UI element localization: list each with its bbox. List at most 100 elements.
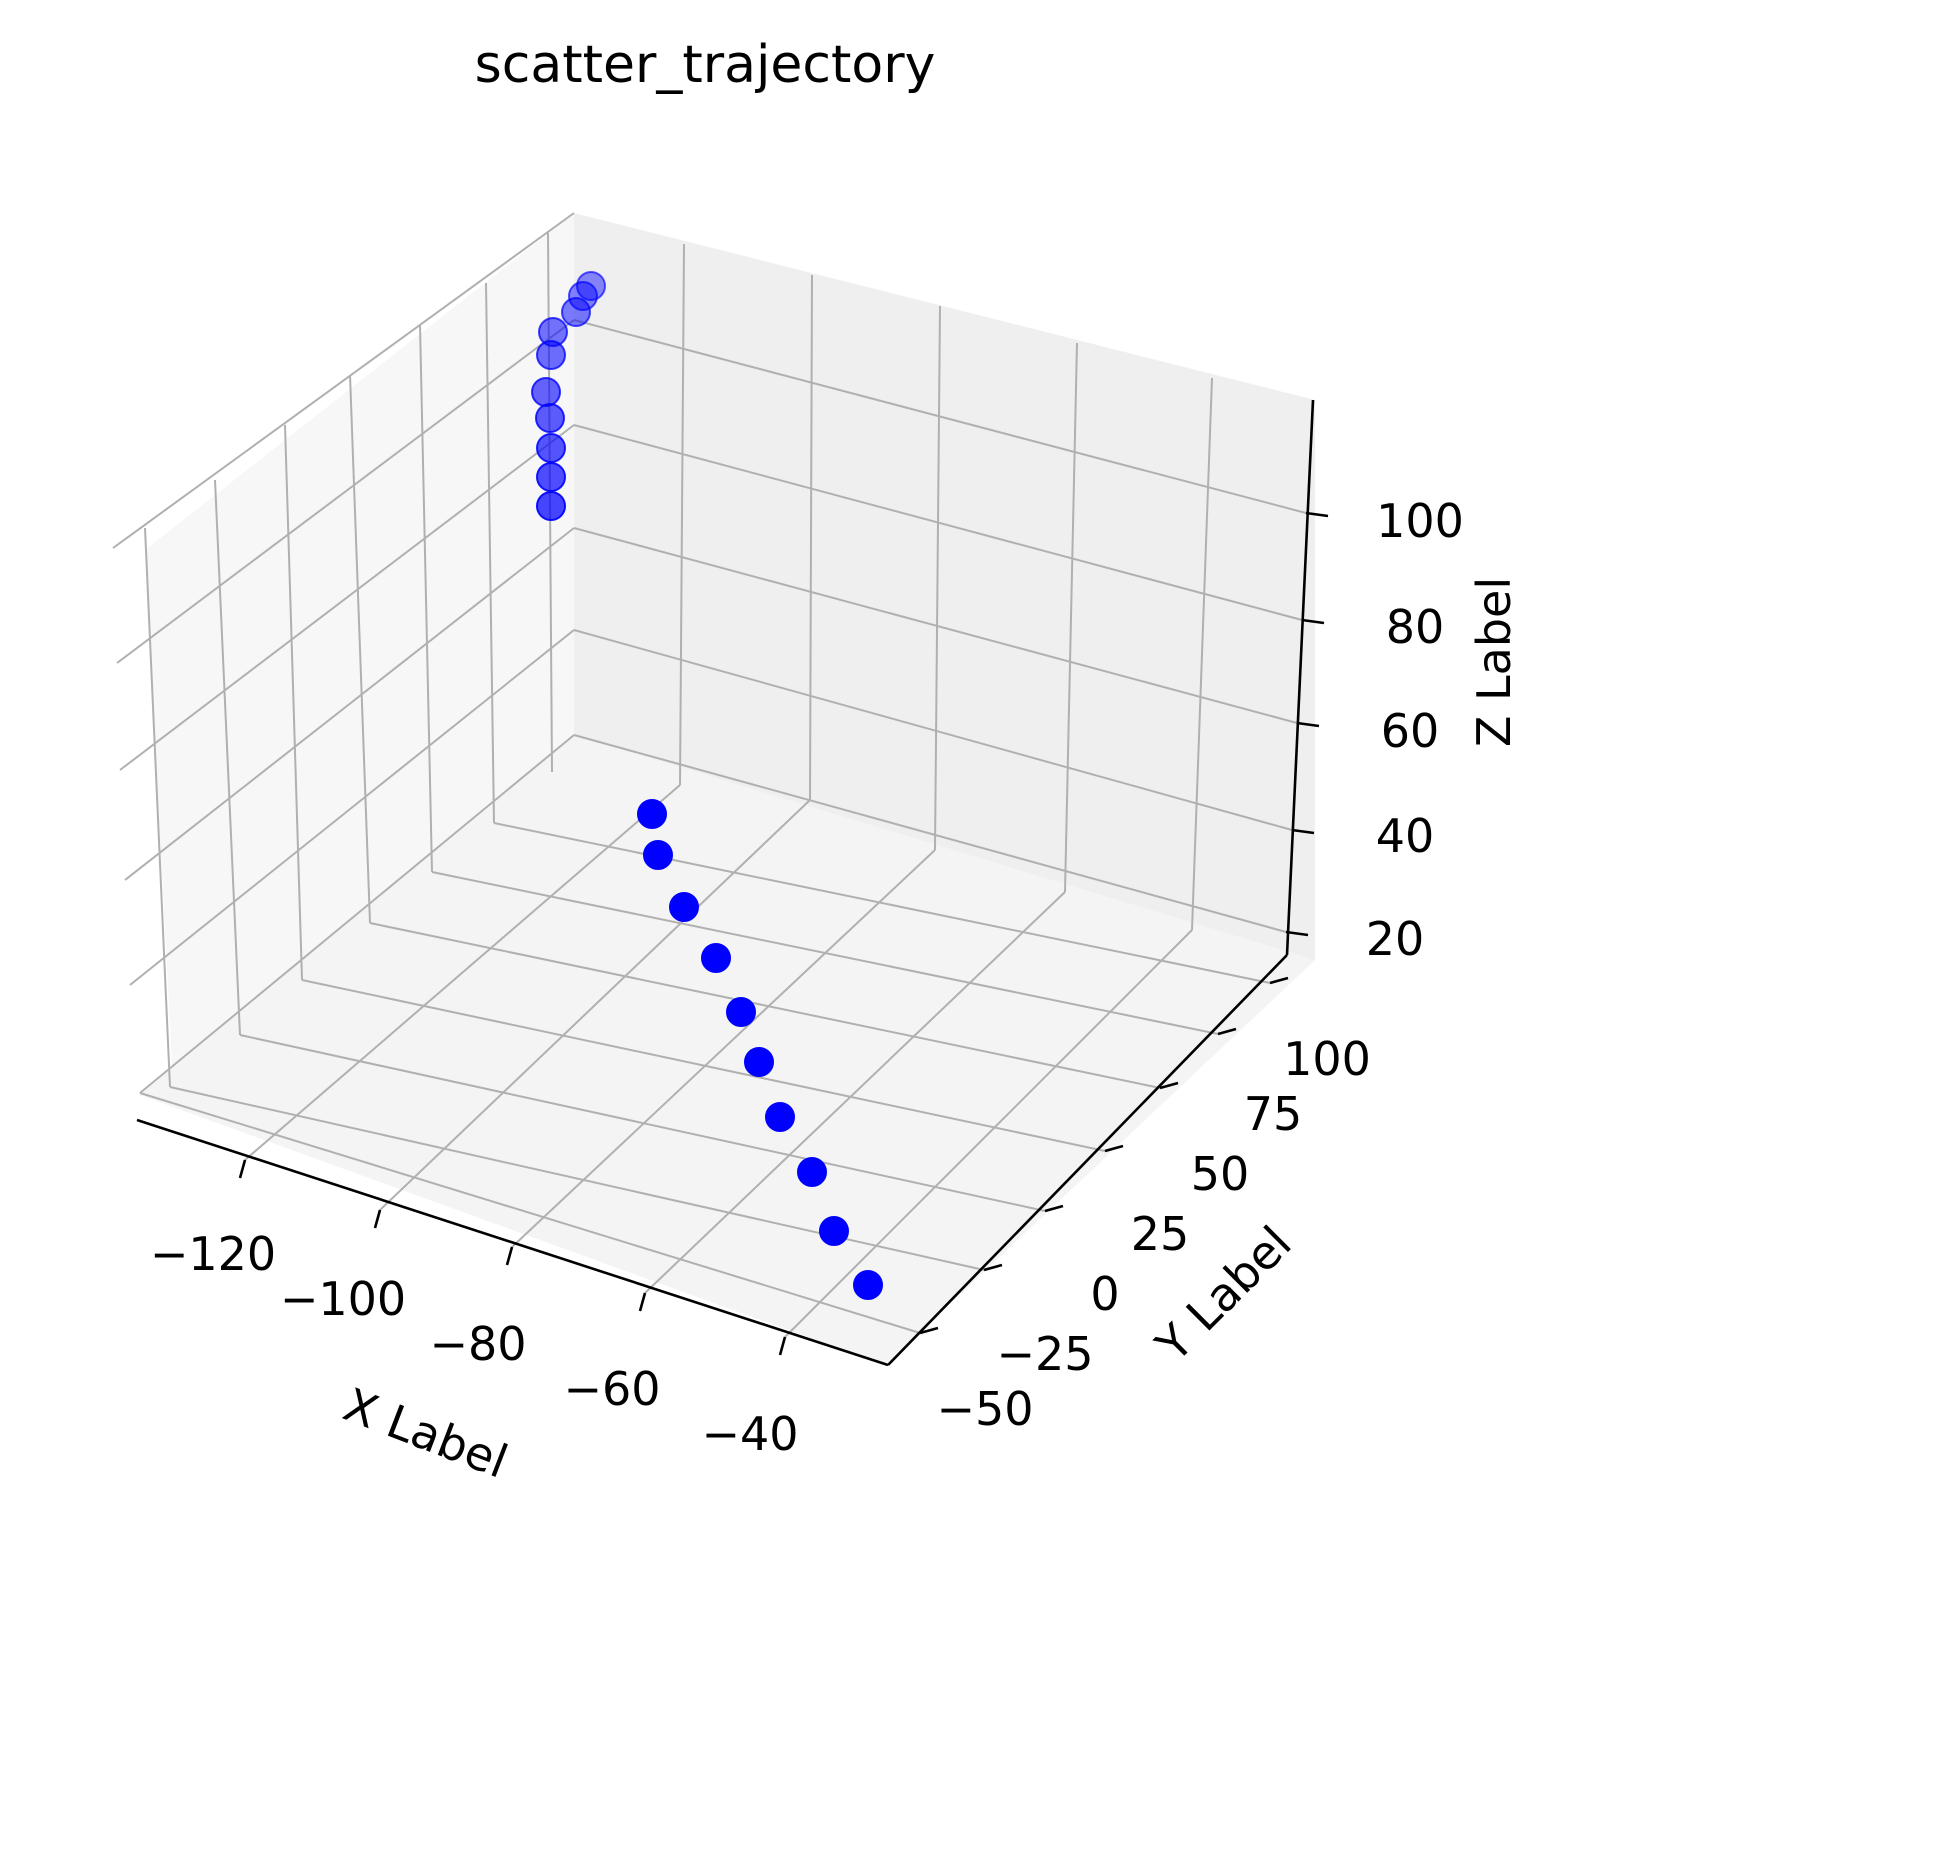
data-point-5	[531, 377, 561, 407]
y-tick-label-4: 50	[1191, 1147, 1250, 1201]
z-axis-label: Z Label	[1467, 577, 1521, 747]
left-grid-y-4	[419, 324, 433, 873]
data-point-8	[536, 462, 566, 492]
back-grid-z-3	[573, 424, 1303, 621]
y-axis-line	[887, 954, 1288, 1366]
x-tick-mark-2	[505, 1246, 514, 1266]
left-grid-z-0	[139, 734, 575, 1094]
left-grid-z-3	[119, 424, 575, 771]
z-tick-mark-3	[1301, 618, 1325, 625]
x-axis-line	[136, 1118, 889, 1367]
back-grid-z-2	[573, 527, 1298, 724]
z-tick-label-3: 80	[1386, 600, 1445, 654]
floor-grid-x-3	[644, 891, 1066, 1294]
left-grid-y-5	[485, 282, 495, 824]
left-grid-z-2	[124, 527, 575, 881]
x-tick-mark-1	[373, 1209, 382, 1229]
left-grid-y-1	[214, 479, 241, 1036]
data-point-9	[536, 491, 566, 521]
data-point-11	[643, 840, 673, 870]
z-tick-mark-2	[1296, 721, 1320, 728]
x-tick-mark-0	[238, 1159, 247, 1179]
z-tick-mark-0	[1285, 930, 1309, 937]
data-point-10	[637, 799, 667, 829]
left-grid-y-2	[284, 424, 303, 981]
data-point-0	[576, 271, 606, 301]
y-tick-mark-2	[1044, 1204, 1064, 1213]
data-point-13	[701, 943, 731, 973]
data-point-16	[765, 1102, 795, 1132]
back-grid-x-2	[934, 305, 941, 851]
data-point-4	[536, 340, 566, 370]
floor-grid-y-2	[239, 1034, 1046, 1212]
back-grid-x-1	[809, 274, 813, 801]
y-tick-label-5: 75	[1244, 1087, 1303, 1141]
y-tick-mark-4	[1159, 1081, 1179, 1090]
back-grid-z-4	[573, 319, 1307, 514]
point-layer	[531, 271, 883, 1300]
floor-grid-x-4	[784, 929, 1193, 1338]
pane-left	[140, 213, 574, 1095]
left-grid-y-0	[144, 527, 171, 1088]
grid-layer	[112, 212, 1307, 1338]
pane-floor	[140, 735, 1315, 1365]
floor-grid-y-4	[369, 922, 1161, 1089]
data-point-19	[853, 1270, 883, 1300]
tick-layer: −120−100−80−60−40 −50−2502550751002040608…	[150, 494, 1464, 1461]
z-tick-label-2: 60	[1381, 704, 1440, 758]
z-tick-label-4: 100	[1376, 494, 1464, 548]
left-grid-z-1	[129, 629, 575, 986]
z-tick-mark-1	[1291, 828, 1315, 835]
floor-grid-x-0	[244, 784, 681, 1161]
left-grid-y-3	[349, 374, 371, 924]
pane-back	[574, 213, 1315, 960]
z-tick-label-1: 40	[1376, 809, 1435, 863]
y-tick-label-0: −50	[936, 1382, 1033, 1436]
y-tick-label-6: 100	[1283, 1032, 1371, 1086]
data-point-2	[561, 297, 591, 327]
data-point-17	[797, 1157, 827, 1187]
x-axis-label: X Label	[337, 1377, 515, 1488]
floor-grid-x-2	[511, 849, 936, 1248]
floor-grid-y-5	[431, 871, 1219, 1035]
floor-grid-y-6	[493, 822, 1271, 984]
back-grid-x-0	[679, 243, 685, 786]
y-tick-mark-6	[1269, 976, 1289, 985]
floor-grid-y-0	[139, 1092, 921, 1334]
axis-layer	[136, 399, 1315, 1367]
data-point-15	[744, 1047, 774, 1077]
y-tick-mark-3	[1104, 1144, 1124, 1153]
data-point-18	[819, 1216, 849, 1246]
x-tick-label-1: −100	[280, 1272, 406, 1326]
back-grid-z-0	[573, 734, 1287, 933]
back-grid-x-4	[1191, 377, 1213, 931]
floor-grid-y-1	[169, 1086, 985, 1271]
y-tick-mark-5	[1217, 1027, 1237, 1036]
x-tick-label-0: −120	[150, 1227, 276, 1281]
y-tick-label-3: 25	[1131, 1207, 1190, 1261]
y-tick-label-1: −25	[996, 1327, 1093, 1381]
back-grid-x-3	[1064, 342, 1078, 893]
y-tick-label-2: 0	[1090, 1267, 1119, 1321]
left-grid-z-4	[116, 319, 575, 664]
x-tick-label-3: −60	[563, 1362, 660, 1416]
back-grid-z-1	[573, 629, 1293, 831]
z-tick-label-0: 20	[1366, 912, 1425, 966]
data-point-14	[726, 997, 756, 1027]
x-tick-mark-4	[778, 1336, 787, 1356]
y-tick-mark-0	[919, 1326, 939, 1335]
x-tick-label-4: −40	[701, 1407, 798, 1461]
data-point-7	[536, 433, 566, 463]
floor-grid-y-3	[301, 979, 1106, 1152]
data-point-12	[669, 892, 699, 922]
left-grid-z-5	[112, 212, 575, 549]
z-axis-line	[1285, 399, 1315, 956]
floor-grid-x-1	[379, 799, 811, 1211]
y-tick-mark-1	[983, 1263, 1003, 1272]
data-point-6	[535, 403, 565, 433]
x-tick-mark-3	[638, 1292, 647, 1312]
x-tick-label-2: −80	[429, 1317, 526, 1371]
z-tick-mark-4	[1305, 511, 1329, 518]
